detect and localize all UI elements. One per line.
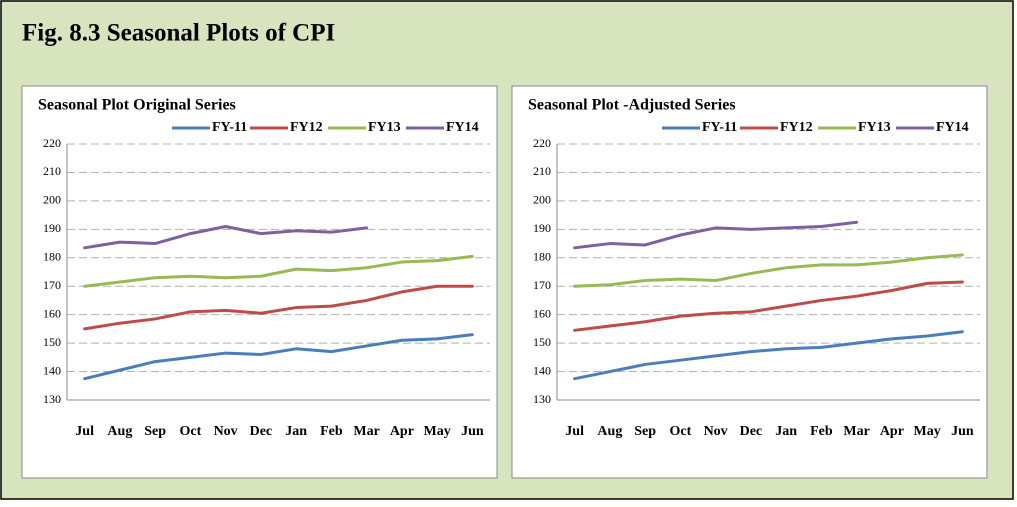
legend-label: FY12: [780, 120, 813, 135]
x-tick-label: Sep: [634, 424, 656, 439]
series-line: [573, 253, 964, 288]
series-line: [573, 330, 964, 381]
legend-label: FY12: [290, 120, 323, 135]
series-line: [573, 220, 859, 250]
x-tick-label: Sep: [144, 424, 166, 439]
x-tick-label: May: [424, 424, 451, 439]
y-tick-label: 140: [43, 363, 61, 377]
y-tick-label: 150: [43, 335, 61, 349]
x-tick-label: Jun: [461, 424, 484, 439]
x-tick-label: Aug: [597, 424, 622, 439]
x-tick-label: Dec: [740, 424, 763, 439]
series-line: [573, 280, 964, 332]
y-tick-label: 210: [43, 164, 61, 178]
x-tick-label: Apr: [390, 424, 414, 439]
y-tick-label: 130: [43, 392, 61, 406]
legend-label: FY14: [936, 120, 969, 135]
y-tick-label: 170: [533, 278, 551, 292]
y-tick-label: 170: [43, 278, 61, 292]
legend-label: FY14: [446, 120, 479, 135]
series-line: [83, 284, 474, 331]
x-tick-label: Dec: [250, 424, 273, 439]
x-tick-label: Oct: [179, 424, 201, 439]
x-tick-label: Nov: [214, 424, 238, 439]
chart-panel: [21, 85, 498, 479]
x-tick-label: Jul: [565, 424, 584, 439]
x-tick-label: Jun: [951, 424, 974, 439]
x-tick-label: Nov: [704, 424, 728, 439]
y-tick-label: 200: [533, 193, 551, 207]
figure-title: Fig. 8.3 Seasonal Plots of CPI: [22, 20, 335, 47]
x-tick-label: Jan: [285, 424, 307, 439]
y-tick-label: 190: [43, 221, 61, 235]
x-tick-label: Feb: [320, 424, 343, 439]
y-tick-label: 190: [533, 221, 551, 235]
x-tick-label: Apr: [880, 424, 904, 439]
x-tick-label: Mar: [353, 424, 379, 439]
y-tick-label: 180: [533, 250, 551, 264]
y-tick-label: 140: [533, 363, 551, 377]
y-tick-label: 150: [533, 335, 551, 349]
x-tick-label: Oct: [669, 424, 691, 439]
x-tick-label: Jul: [75, 424, 94, 439]
legend-label: FY-11: [702, 120, 737, 135]
chart-title: Seasonal Plot Original Series: [38, 97, 236, 114]
x-tick-label: May: [914, 424, 941, 439]
y-tick-label: 220: [533, 136, 551, 150]
x-tick-label: Mar: [843, 424, 869, 439]
x-tick-label: Jan: [775, 424, 797, 439]
x-tick-label: Feb: [810, 424, 833, 439]
series-line: [83, 254, 474, 288]
legend-label: FY13: [368, 120, 401, 135]
y-tick-label: 210: [533, 164, 551, 178]
chart-title: Seasonal Plot -Adjusted Series: [528, 97, 736, 114]
legend-label: FY13: [858, 120, 891, 135]
y-tick-label: 180: [43, 250, 61, 264]
y-tick-label: 200: [43, 193, 61, 207]
y-tick-label: 160: [43, 306, 61, 320]
legend-label: FY-11: [212, 120, 247, 135]
y-tick-label: 130: [533, 392, 551, 406]
y-tick-label: 220: [43, 136, 61, 150]
y-tick-label: 160: [533, 306, 551, 320]
chart-panel: [511, 85, 988, 479]
series-line: [83, 333, 474, 381]
series-line: [83, 224, 369, 250]
x-tick-label: Aug: [107, 424, 132, 439]
